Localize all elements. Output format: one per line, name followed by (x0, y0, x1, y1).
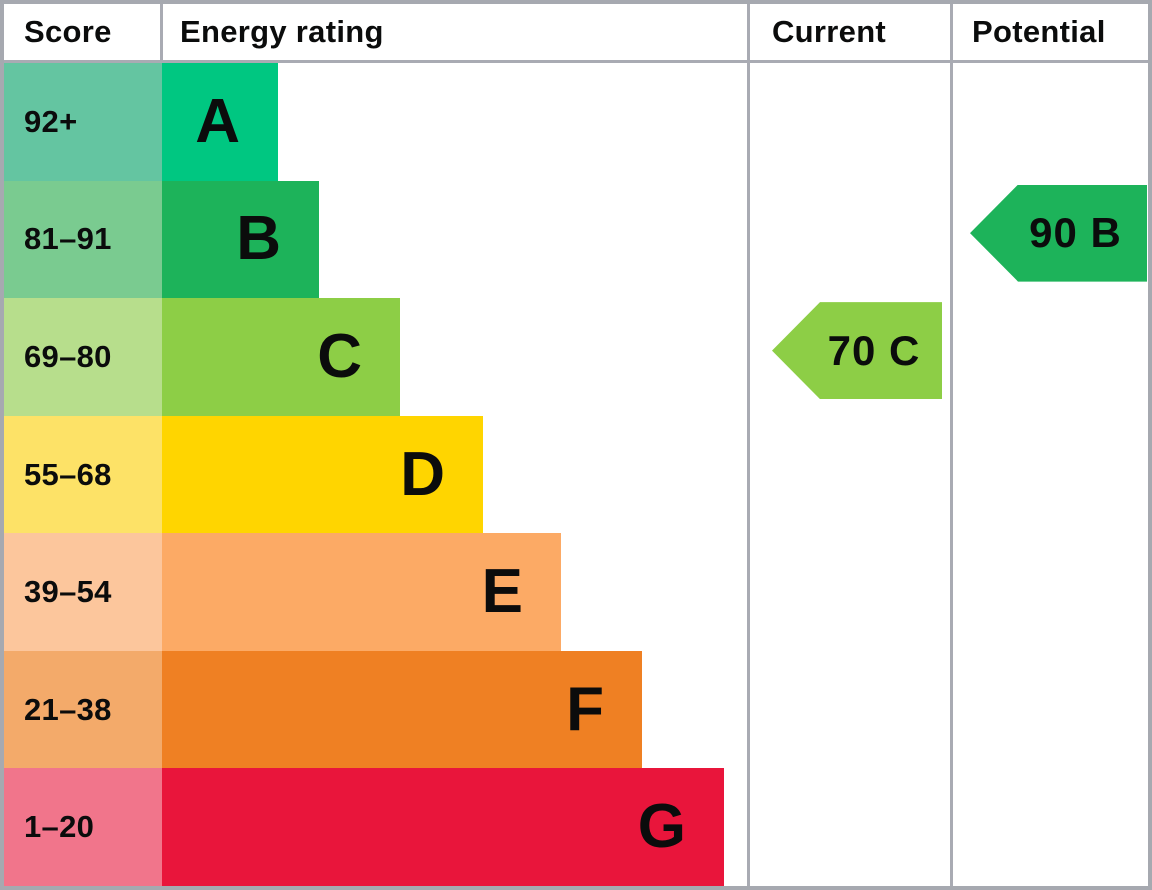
band-letter-g: G (637, 792, 686, 862)
band-row-c: 69–80 C (4, 298, 1148, 416)
band-letter-e: E (481, 557, 523, 627)
band-bar-g: G (162, 768, 724, 887)
band-letter-f: F (566, 674, 604, 744)
band-row-g: 1–20 G (4, 768, 1148, 887)
band-letter-d: D (400, 439, 445, 509)
band-letter-b: B (236, 204, 281, 274)
column-header-potential: Potential (972, 14, 1106, 49)
column-header-rating: Energy rating (180, 14, 384, 49)
band-letter-a: A (195, 86, 240, 156)
band-bar-a: A (162, 63, 278, 181)
band-bar-e: E (162, 533, 561, 651)
band-row-a: 92+ A (4, 63, 1148, 181)
column-header-current: Current (772, 14, 887, 49)
band-bar-d: D (162, 415, 483, 534)
column-header-score: Score (24, 14, 112, 49)
score-range-e: 39–54 (4, 533, 162, 651)
band-rows: 92+ A 81–91 B 69–80 C 55–68 D 39–54 E 21–38 F 1–20 G (4, 63, 1148, 887)
score-range-d: 55–68 (4, 415, 162, 534)
divider-current-potential (950, 4, 953, 886)
band-bar-c: C (162, 298, 400, 416)
score-range-b: 81–91 (4, 180, 162, 299)
band-row-b: 81–91 B (4, 180, 1148, 299)
band-row-f: 21–38 F (4, 650, 1148, 769)
band-bar-b: B (162, 180, 319, 299)
divider-rating-current (747, 4, 750, 886)
score-range-g: 1–20 (4, 768, 162, 887)
band-row-e: 39–54 E (4, 533, 1148, 651)
band-bar-f: F (162, 650, 642, 769)
header-underline (4, 60, 1148, 63)
score-range-f: 21–38 (4, 650, 162, 769)
score-range-a: 92+ (4, 63, 162, 181)
band-row-d: 55–68 D (4, 415, 1148, 534)
band-letter-c: C (317, 321, 362, 391)
score-range-c: 69–80 (4, 298, 162, 416)
